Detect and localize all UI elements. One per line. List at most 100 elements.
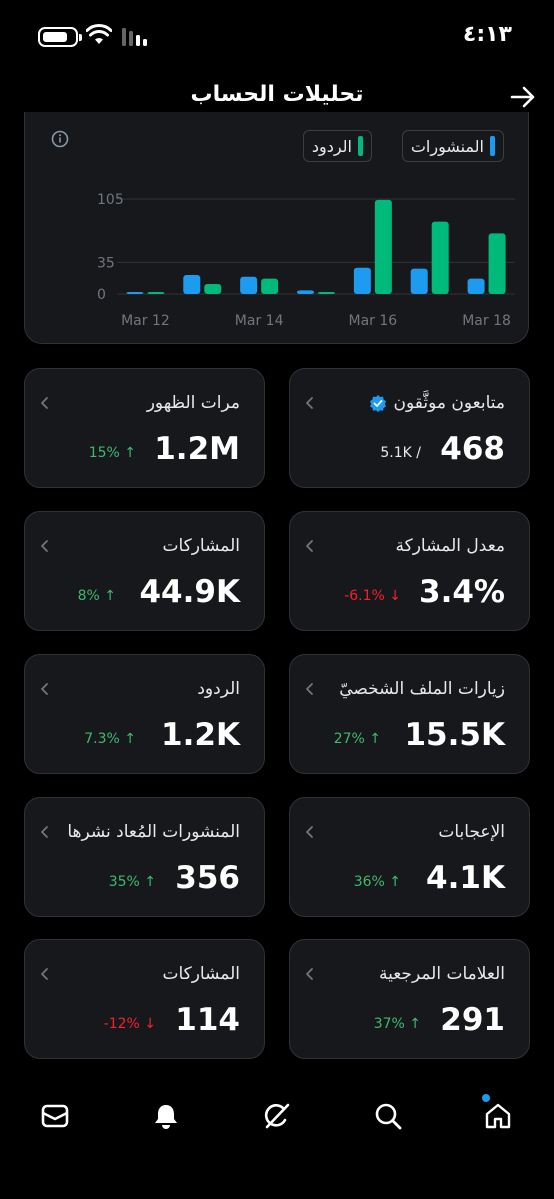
stat-value: 4.1K	[426, 860, 505, 896]
stat-change: 35% ↑	[108, 874, 156, 890]
stat-change: 37% ↑	[373, 1016, 421, 1032]
analytics-chart-card: المنشورات الردود 105 35 0 Mar 12 Mar 14 Mar 1…	[24, 112, 529, 344]
bar-posts[interactable]	[353, 267, 371, 294]
bar-replies[interactable]	[261, 278, 279, 294]
bar-posts[interactable]	[240, 276, 258, 294]
nav-grok[interactable]	[259, 1098, 295, 1134]
y-tick-label: 35	[97, 255, 115, 271]
home-icon	[485, 1103, 511, 1129]
stat-value: 44.9K	[139, 574, 240, 610]
stat-card[interactable]: العلامات المرجعية 291 37% ↑	[289, 939, 530, 1059]
x-tick-label: Mar 14	[235, 313, 284, 329]
chevron-left-icon	[41, 397, 48, 409]
stat-title: معدل المشاركة	[396, 536, 505, 556]
stat-title: المشاركات	[162, 536, 240, 556]
wifi-icon	[86, 24, 112, 44]
legend-posts[interactable]: المنشورات	[401, 130, 504, 162]
legend-replies-label: الردود	[311, 136, 352, 156]
bar-replies[interactable]	[374, 199, 392, 294]
legend-posts-label: المنشورات	[410, 136, 484, 156]
back-button[interactable]	[506, 80, 540, 114]
nav-notifications[interactable]	[148, 1098, 184, 1134]
bar-posts[interactable]	[410, 268, 428, 294]
nav-messages[interactable]	[37, 1098, 73, 1134]
legend-replies[interactable]: الردود	[302, 130, 372, 162]
stat-change: 27% ↑	[333, 731, 381, 747]
stat-title-label: متابعون موثَّقون	[393, 393, 505, 413]
arrow-right-icon	[510, 86, 535, 108]
stat-change: 15% ↑	[88, 445, 136, 461]
chevron-left-icon	[41, 683, 48, 695]
stat-card[interactable]: معدل المشاركة 3.4% -6.1% ↓	[289, 511, 530, 631]
signal-icon	[122, 28, 147, 46]
page-title: تحليلات الحساب	[190, 82, 364, 107]
stat-title: الإعجابات	[438, 822, 505, 842]
stat-subvalue: 5.1K /	[380, 445, 421, 461]
stat-change: -12% ↓	[103, 1016, 156, 1032]
stat-title-label: زيارات الملف الشخصيّ	[339, 679, 505, 699]
bar-replies[interactable]	[147, 292, 165, 294]
search-icon	[375, 1103, 402, 1130]
stat-title-label: المشاركات	[162, 536, 240, 556]
stat-title: الردود	[197, 679, 240, 699]
stat-card[interactable]: المشاركات 44.9K 8% ↑	[24, 511, 265, 631]
stat-card[interactable]: زيارات الملف الشخصيّ 15.5K 27% ↑	[289, 654, 530, 774]
stat-card[interactable]: متابعون موثَّقون 468 5.1K /	[289, 368, 530, 488]
stat-title: مرات الظهور	[147, 393, 240, 413]
y-tick-label: 105	[97, 192, 124, 208]
bar-posts[interactable]	[183, 275, 201, 294]
stat-change: -6.1% ↓	[344, 588, 401, 604]
stat-card[interactable]: مرات الظهور 1.2M 15% ↑	[24, 368, 265, 488]
nav-search[interactable]	[370, 1098, 406, 1134]
stat-value: 356	[175, 860, 240, 896]
status-time: ٤:١٣	[462, 22, 512, 47]
bar-chart: 105 35 0 Mar 12 Mar 14 Mar 16 Mar 18	[97, 192, 515, 329]
chevron-left-icon	[306, 968, 313, 980]
info-icon[interactable]	[51, 130, 69, 148]
stat-value: 291	[440, 1002, 505, 1038]
bar-posts[interactable]	[467, 278, 485, 294]
verified-badge-icon	[370, 395, 387, 412]
bar-posts[interactable]	[297, 290, 314, 294]
stat-title-label: معدل المشاركة	[395, 536, 505, 556]
stat-change: 8% ↑	[77, 588, 116, 604]
x-tick-label: Mar 12	[121, 313, 170, 329]
chevron-left-icon	[306, 826, 313, 838]
stat-value: 3.4%	[419, 574, 505, 610]
chevron-left-icon	[306, 397, 313, 409]
bar-replies[interactable]	[488, 233, 506, 294]
stat-card[interactable]: الإعجابات 4.1K 36% ↑	[289, 797, 530, 917]
battery-icon	[38, 27, 82, 47]
stat-title: زيارات الملف الشخصيّ	[339, 679, 505, 699]
x-tick-label: Mar 16	[349, 313, 398, 329]
bell-icon	[155, 1105, 177, 1129]
status-bar: ٤:١٣	[0, 0, 554, 70]
stat-value: 1.2M	[154, 431, 240, 467]
stat-title-label: المنشورات المُعاد نشرها	[67, 822, 240, 842]
app-header: تحليلات الحساب	[0, 70, 554, 126]
stat-value: 15.5K	[404, 717, 505, 753]
bar-replies[interactable]	[204, 284, 222, 294]
stat-change: 7.3% ↑	[84, 731, 136, 747]
stat-title: المشاركات	[162, 964, 240, 984]
stat-value: 114	[175, 1002, 240, 1038]
bar-replies[interactable]	[431, 221, 449, 294]
stat-value: 468	[440, 431, 505, 467]
stat-title: العلامات المرجعية	[379, 964, 505, 984]
stat-card[interactable]: الردود 1.2K 7.3% ↑	[24, 654, 265, 774]
legend-replies-swatch	[358, 136, 363, 156]
bottom-navigation	[0, 1080, 554, 1150]
stat-card[interactable]: المشاركات 114 -12% ↓	[24, 939, 265, 1059]
stat-title-label: مرات الظهور	[146, 393, 240, 413]
chevron-left-icon	[306, 540, 313, 552]
nav-home[interactable]	[480, 1098, 516, 1134]
bar-replies[interactable]	[318, 292, 335, 294]
chevron-left-icon	[306, 683, 313, 695]
stat-title-label: الإعجابات	[438, 822, 505, 842]
mail-icon	[41, 1104, 69, 1128]
chevron-left-icon	[41, 540, 48, 552]
bar-posts[interactable]	[126, 292, 144, 294]
stat-title: المنشورات المُعاد نشرها	[67, 822, 240, 842]
x-tick-label: Mar 18	[462, 313, 511, 329]
stat-card[interactable]: المنشورات المُعاد نشرها 356 35% ↑	[24, 797, 265, 917]
